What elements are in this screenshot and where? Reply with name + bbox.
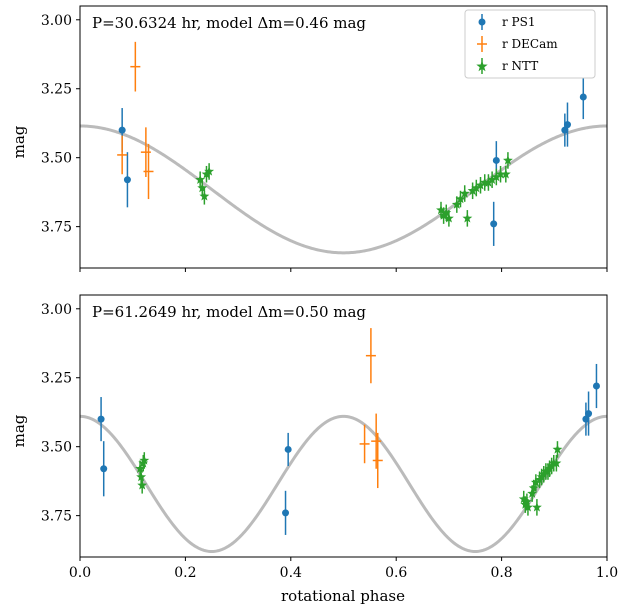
top-r-ntt-point — [467, 185, 478, 195]
top-r-ntt-point — [459, 188, 470, 198]
top-r-ps1-point — [123, 176, 131, 184]
bottom-r-ps1-point — [100, 465, 108, 473]
bottom-y-tick-label: 3.50 — [41, 440, 72, 456]
legend-ps1-label: r PS1 — [502, 15, 535, 29]
bottom-r-ps1-point — [592, 382, 600, 390]
top-r-ntt-point — [201, 169, 212, 179]
bottom-x-tick-label: 0.6 — [385, 565, 407, 581]
top-r-ntt-point — [500, 169, 511, 179]
top-model-curve — [79, 124, 608, 255]
bottom-x-tick-label: 0.4 — [280, 565, 302, 581]
bottom-x-tick-label: 1.0 — [596, 565, 618, 581]
top-r-ntt-point — [462, 213, 473, 223]
bottom-r-ntt-point — [552, 444, 563, 454]
top-r-ntt-point — [436, 204, 446, 215]
bottom-axes-frame — [79, 294, 608, 558]
bottom-r-ntt-point — [551, 458, 562, 468]
top-axes-frame — [79, 5, 608, 269]
bottom-r-ps1-point — [97, 415, 105, 423]
bottom-y-tick-label: 3.00 — [41, 302, 72, 318]
bottom-panel: 3.00 3.25 3.50 3.75 0.0 0.2 0.4 0.6 0.8 1.0 P=61.… — [10, 294, 618, 605]
top-r-ntt-point — [441, 207, 452, 218]
top-r-ps1-point — [490, 220, 498, 228]
bottom-r-ntt-point — [530, 477, 541, 487]
bottom-r-ps1-point — [582, 415, 590, 423]
bottom-x-tick-label: 0.8 — [490, 565, 512, 581]
bottom-r-ntt-point — [527, 488, 538, 498]
bottom-r-ntt-point — [137, 480, 148, 490]
top-y-tick-label: 3.25 — [41, 82, 72, 98]
top-r-ntt-point — [483, 177, 494, 187]
top-r-ntt-point — [443, 213, 454, 223]
top-r-ntt-point — [502, 155, 513, 165]
bottom-r-ntt-point — [531, 502, 542, 512]
top-r-ntt-point — [479, 177, 490, 187]
bottom-r-ntt-point — [523, 502, 533, 512]
top-y-tick-label: 3.50 — [41, 151, 72, 167]
legend-ntt-label: r NTT — [502, 59, 538, 73]
top-r-ps1-point — [492, 156, 500, 164]
bottom-period-annotation: P=61.2649 hr, model Δm=0.50 mag — [92, 303, 366, 321]
bottom-r-ntt-point — [135, 463, 146, 473]
legend-ps1-marker — [478, 18, 486, 26]
top-r-ntt-point — [487, 174, 498, 184]
legend-entry-decam: r DECam — [477, 36, 558, 52]
bottom-r-ntt-point — [139, 455, 150, 465]
bottom-r-ntt-point — [521, 496, 532, 507]
top-r-ps1-point — [563, 121, 571, 129]
top-y-axis-label: mag — [10, 125, 28, 158]
top-r-ntt-point — [495, 169, 506, 179]
top-r-ntt-point — [199, 191, 210, 201]
legend-entry-ntt: r NTT — [476, 58, 538, 74]
top-r-ntt-point — [475, 180, 486, 190]
top-r-ntt-point — [197, 182, 208, 193]
bottom-model-curve — [79, 414, 608, 553]
top-panel: 3.00 3.25 3.50 3.75 P=30.6324 hr, model Δm=… — [10, 5, 608, 272]
bottom-plot-area: 3.00 3.25 3.50 3.75 0.0 0.2 0.4 0.6 0.8 1.0 — [41, 294, 618, 581]
top-r-ntt-point — [195, 174, 206, 184]
top-r-ntt-point — [204, 166, 215, 176]
top-plot-area: 3.00 3.25 3.50 3.75 — [41, 5, 608, 272]
top-r-ps1-point — [579, 93, 587, 101]
legend-ntt-marker — [476, 60, 488, 72]
bottom-r-ps1-point — [585, 410, 593, 418]
bottom-r-ps1-point — [282, 509, 290, 517]
top-r-ps1-point — [561, 126, 569, 134]
x-axis-label: rotational phase — [281, 587, 405, 605]
bottom-y-tick-label: 3.25 — [41, 371, 72, 387]
bottom-y-tick-label: 3.75 — [41, 509, 72, 525]
legend: r PS1 r DECam r NTT — [464, 9, 596, 79]
bottom-y-axis-label: mag — [10, 414, 28, 447]
top-r-ntt-point — [451, 199, 462, 209]
legend-entry-ps1: r PS1 — [478, 14, 535, 30]
top-y-tick-label: 3.75 — [41, 220, 72, 236]
bottom-r-ntt-point — [528, 482, 539, 493]
legend-box — [464, 9, 596, 79]
top-r-ntt-point — [438, 210, 449, 220]
top-period-annotation: P=30.6324 hr, model Δm=0.46 mag — [92, 14, 366, 32]
top-r-ps1-point — [118, 126, 126, 134]
legend-decam-label: r DECam — [502, 37, 558, 51]
bottom-x-tick-label: 0.2 — [174, 565, 196, 581]
top-r-ntt-point — [491, 171, 502, 182]
bottom-r-ntt-point — [518, 493, 529, 504]
bottom-x-tick-label: 0.0 — [69, 565, 91, 581]
bottom-r-ps1-point — [284, 445, 292, 453]
top-r-ntt-point — [455, 193, 466, 204]
top-y-tick-label: 3.00 — [41, 13, 72, 29]
bottom-r-ntt-point — [136, 471, 147, 482]
top-r-ntt-point — [471, 182, 482, 193]
